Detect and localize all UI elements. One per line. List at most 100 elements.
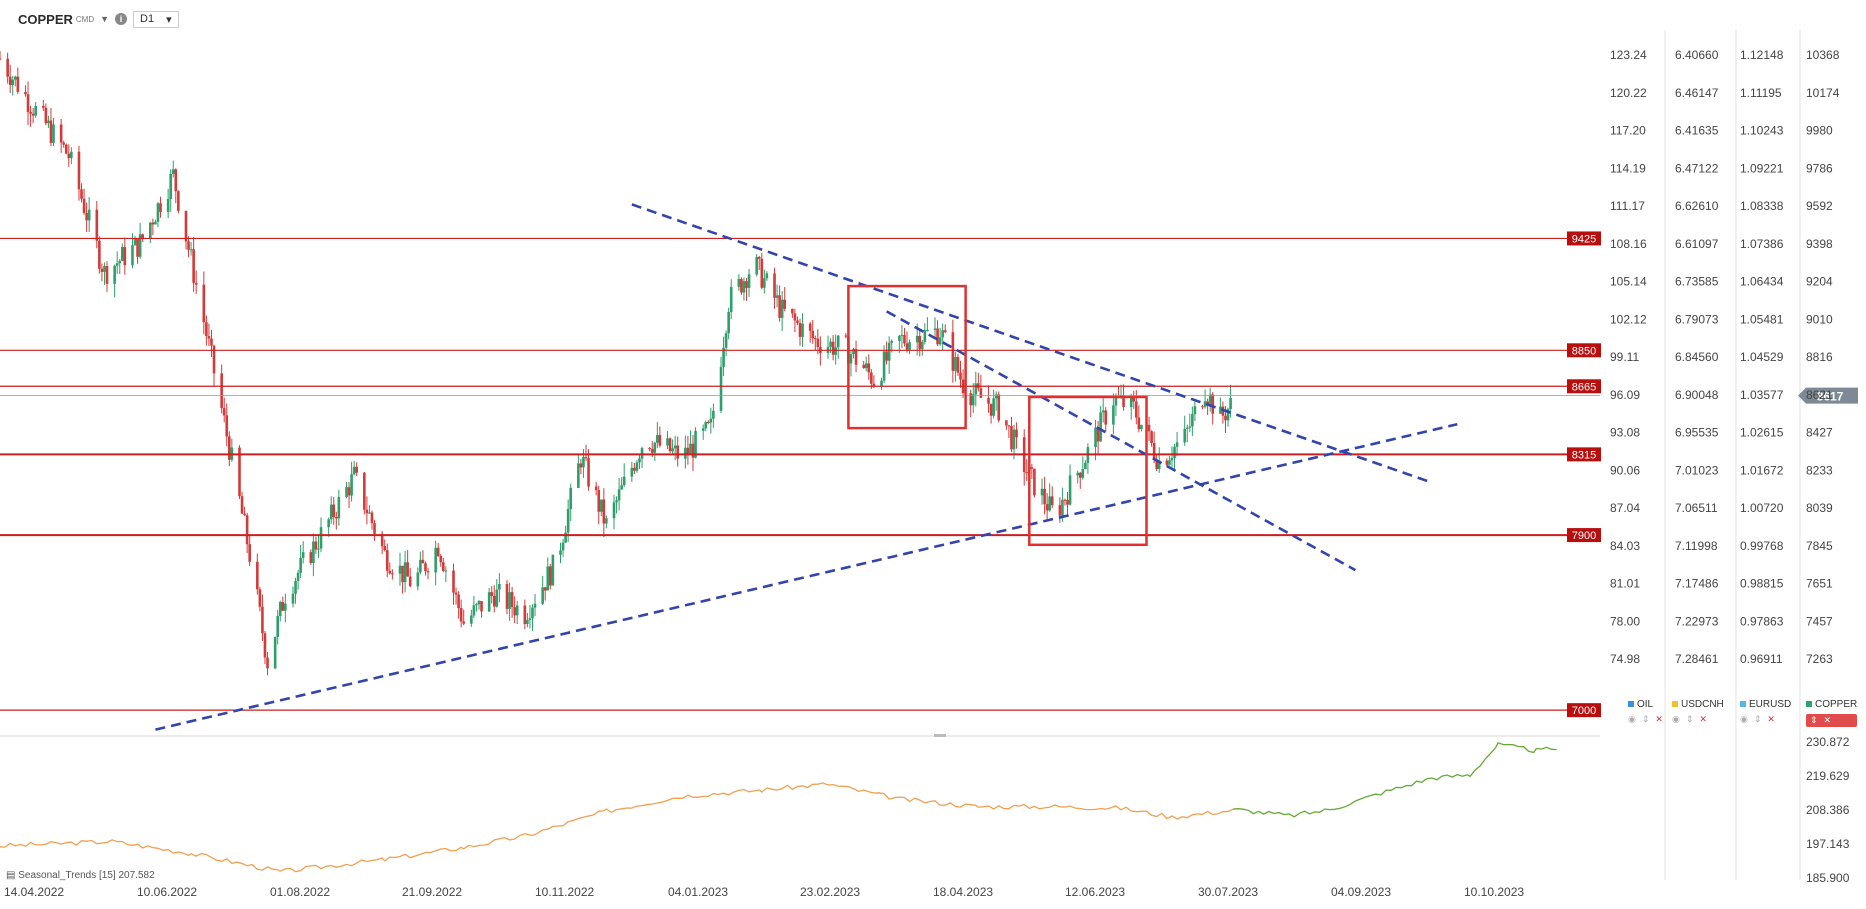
chart-header: COPPER CMD ▼ i D1 ▾ xyxy=(18,8,179,30)
candle-body xyxy=(47,120,50,124)
oil-axis-tick: 87.04 xyxy=(1610,501,1640,515)
timeframe-select[interactable]: D1 ▾ xyxy=(133,10,179,28)
candle-body xyxy=(1211,394,1215,414)
candle-body xyxy=(408,576,412,587)
candle-body xyxy=(920,341,924,350)
eurusd-axis-tick: 1.05481 xyxy=(1740,312,1784,326)
candle-body xyxy=(617,489,621,501)
candle-body xyxy=(515,605,519,616)
candle-body xyxy=(864,363,868,369)
legend-usdcnh[interactable]: USDCNH ◉ ⇕ ✕ xyxy=(1672,699,1724,725)
candle-body xyxy=(872,383,876,387)
candle-body xyxy=(898,335,901,341)
candle-body xyxy=(335,517,338,519)
x-axis-tick: 04.09.2023 xyxy=(1331,885,1391,899)
candle-body xyxy=(442,562,445,571)
eye-icon[interactable]: ◉ xyxy=(1628,714,1636,724)
reorder-icon[interactable]: ⇕ xyxy=(1810,715,1818,725)
remove-icon[interactable]: ✕ xyxy=(1823,715,1832,725)
usdcnh-axis-tick: 7.01023 xyxy=(1675,463,1719,477)
candle-body xyxy=(773,273,776,298)
candle-body xyxy=(194,282,198,285)
candle-body xyxy=(796,320,799,323)
candle-body xyxy=(775,295,779,298)
oil-axis-tick: 93.08 xyxy=(1610,426,1640,440)
candle-body xyxy=(329,504,333,520)
candle-body xyxy=(11,79,15,85)
candle-body xyxy=(1188,426,1192,428)
eye-icon[interactable]: ◉ xyxy=(1740,714,1748,724)
candle-body xyxy=(281,601,285,611)
candle-body xyxy=(798,322,802,337)
candle-body xyxy=(1104,410,1108,425)
reorder-icon[interactable]: ⇕ xyxy=(1641,714,1650,724)
candle-body xyxy=(332,504,336,518)
candle-body xyxy=(26,94,30,112)
remove-icon[interactable]: ✕ xyxy=(1767,714,1775,724)
candle-body xyxy=(352,466,356,475)
indicator-icon: ▤ xyxy=(6,870,16,881)
candle-body xyxy=(755,256,758,275)
candle-body xyxy=(1193,406,1197,415)
candle-body xyxy=(1208,394,1212,405)
candle-body xyxy=(992,398,995,416)
candle-body xyxy=(16,76,20,92)
candle-body xyxy=(115,263,119,266)
candle-body xyxy=(227,436,231,460)
info-icon[interactable]: i xyxy=(115,13,128,25)
candle-body xyxy=(373,523,376,534)
usdcnh-axis-tick: 7.17486 xyxy=(1675,577,1719,591)
candle-body xyxy=(1206,401,1209,405)
candle-body xyxy=(508,592,511,609)
x-axis-tick: 10.10.2023 xyxy=(1464,885,1524,899)
candle-body xyxy=(470,615,473,624)
candle-body xyxy=(113,265,116,284)
candle-body xyxy=(745,281,748,288)
candle-body xyxy=(184,210,188,242)
seasonal-axis-tick: 230.872 xyxy=(1806,735,1850,749)
legend-oil[interactable]: OIL ◉ ⇕ ✕ xyxy=(1628,699,1663,725)
candle-body xyxy=(1185,427,1189,429)
candle-body xyxy=(403,562,407,583)
candle-body xyxy=(1155,459,1158,469)
candle-body xyxy=(582,457,585,468)
copper-axis-tick: 7457 xyxy=(1806,614,1833,628)
remove-icon[interactable]: ✕ xyxy=(1699,714,1707,724)
copper-axis-tick: 8816 xyxy=(1806,350,1833,364)
candle-body xyxy=(602,499,606,524)
symbol-name[interactable]: COPPER xyxy=(18,11,73,27)
legend-copper[interactable]: COPPER ⇕ ✕ xyxy=(1806,699,1858,727)
candle-body xyxy=(1132,396,1136,402)
candle-body xyxy=(123,247,127,266)
eye-icon[interactable]: ◉ xyxy=(1672,714,1680,724)
candle-body xyxy=(640,448,644,459)
symbol-dropdown-icon[interactable]: ▼ xyxy=(100,14,110,24)
symbol-type: CMD xyxy=(75,14,95,24)
candle-body xyxy=(118,260,122,264)
remove-icon[interactable]: ✕ xyxy=(1655,714,1663,724)
legend-eurusd[interactable]: EURUSD ◉ ⇕ ✕ xyxy=(1740,699,1791,725)
usdcnh-axis-tick: 6.47122 xyxy=(1675,161,1719,175)
seasonal-indicator-label[interactable]: ▤ Seasonal_Trends [15] 207.582 xyxy=(6,870,155,881)
candle-body xyxy=(577,463,580,488)
reorder-icon[interactable]: ⇕ xyxy=(1685,714,1694,724)
candle-body xyxy=(528,618,532,620)
candle-body xyxy=(337,497,341,519)
copper-axis-tick: 9786 xyxy=(1806,161,1833,175)
reorder-icon[interactable]: ⇕ xyxy=(1753,714,1762,724)
legend-oil-label: OIL xyxy=(1637,699,1654,710)
candle-body xyxy=(954,357,957,371)
eurusd-axis-tick: 1.07386 xyxy=(1740,237,1784,251)
candle-body xyxy=(1122,395,1125,407)
candle-body xyxy=(650,449,654,453)
candle-body xyxy=(365,509,369,514)
candle-body xyxy=(765,273,769,279)
copper-axis-tick: 8621 xyxy=(1806,388,1833,402)
candle-body xyxy=(1033,468,1036,496)
candle-body xyxy=(849,354,853,364)
candle-body xyxy=(523,605,527,625)
candle-body xyxy=(1229,397,1232,410)
candle-body xyxy=(457,594,460,609)
copper-axis-tick: 10174 xyxy=(1806,86,1840,100)
